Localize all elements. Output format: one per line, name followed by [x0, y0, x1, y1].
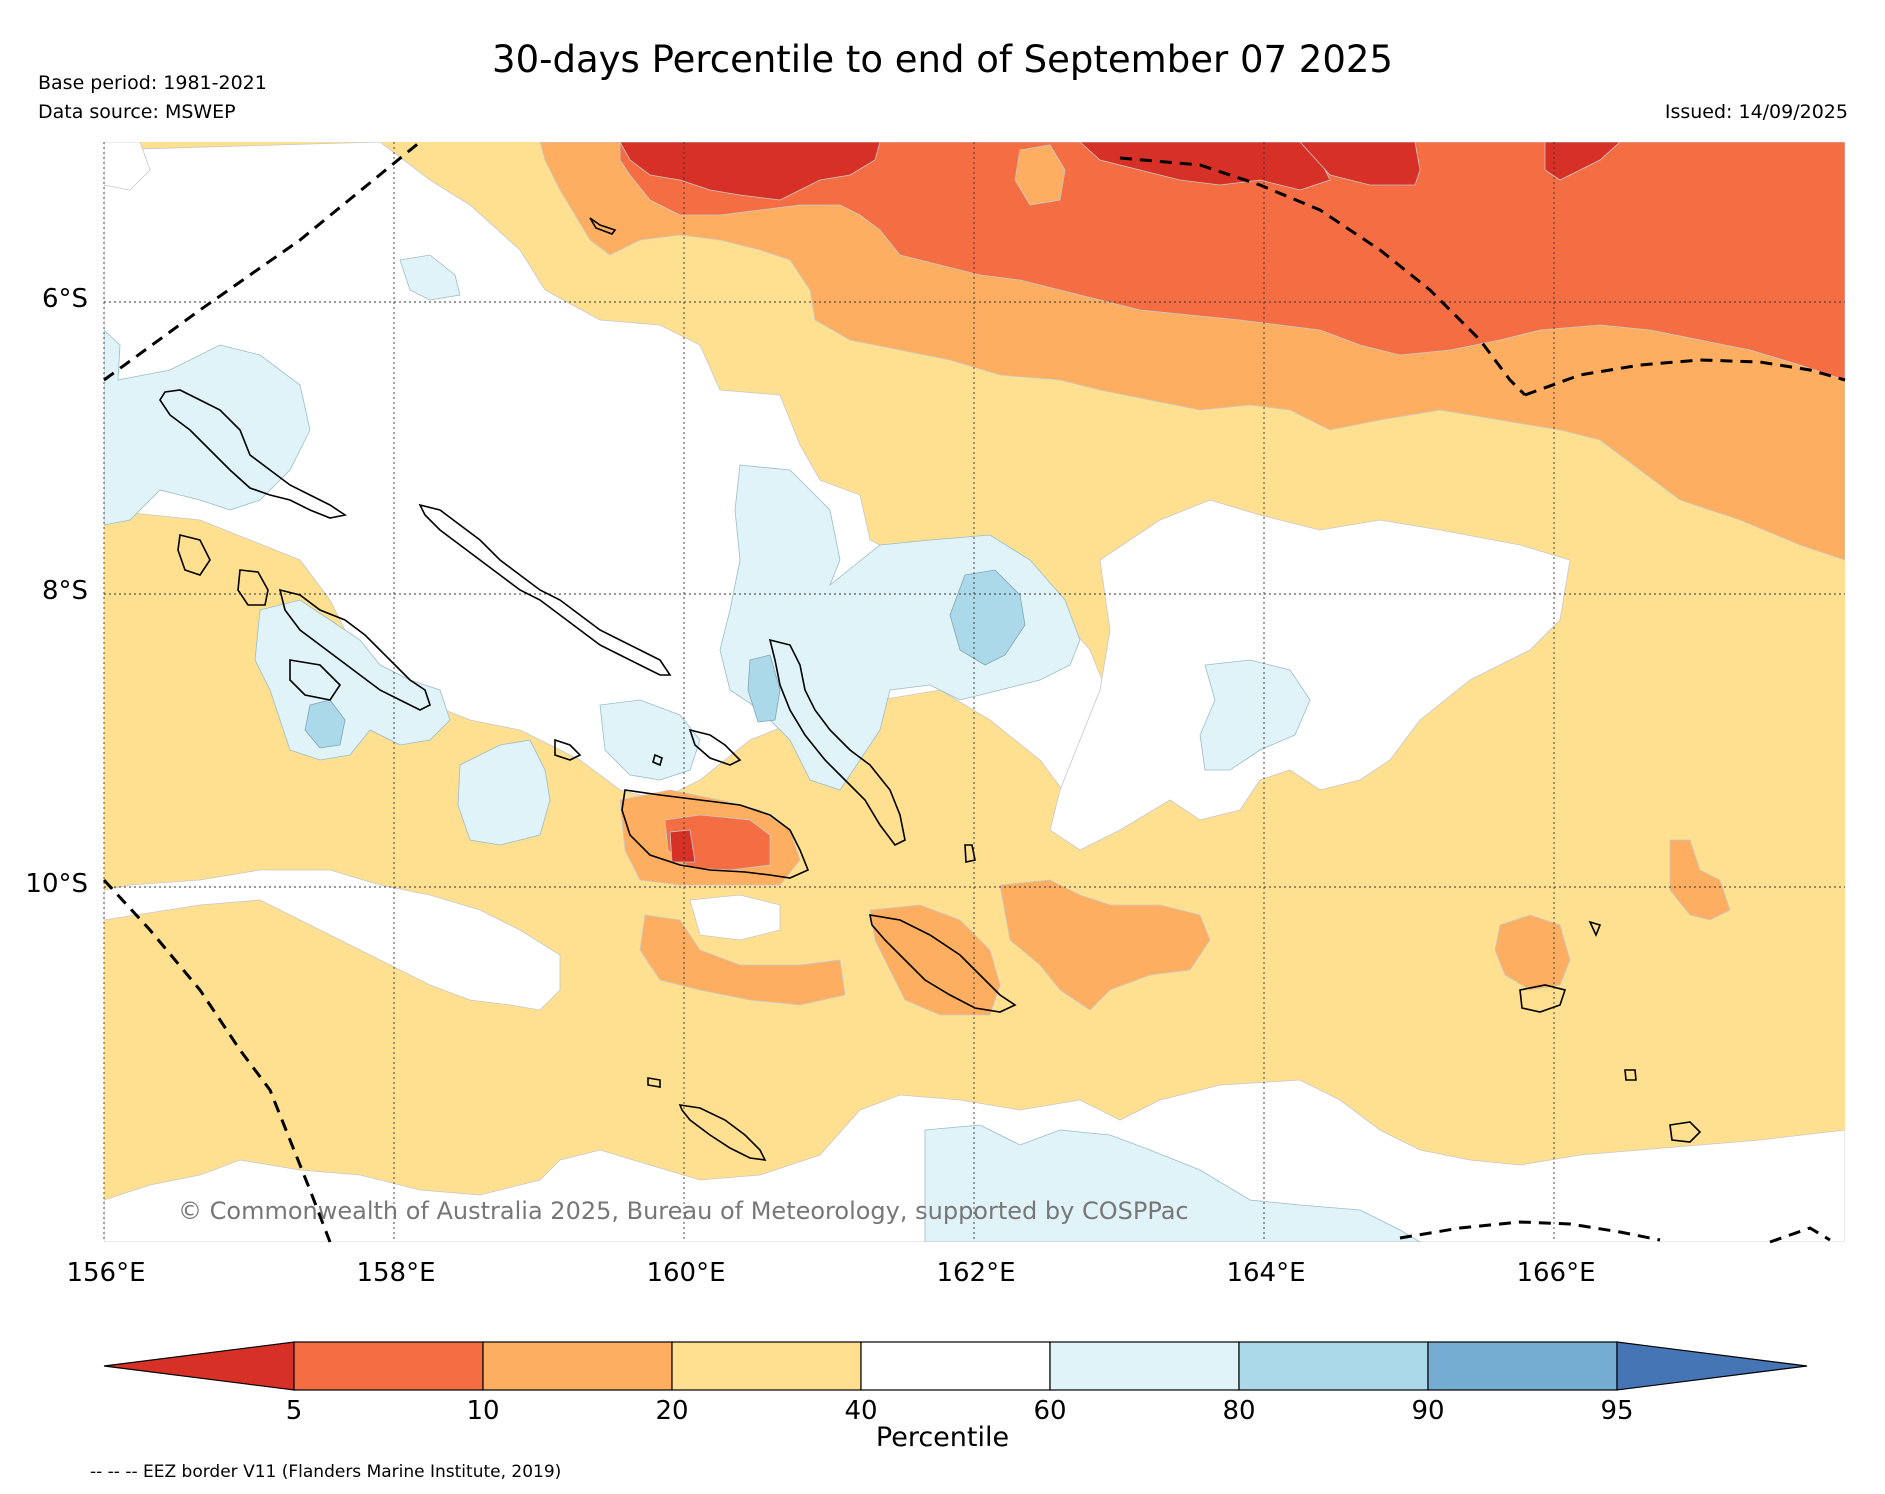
lon-label-166e: 166°E [1516, 1258, 1596, 1288]
issued-date-label: Issued: 14/09/2025 [1664, 101, 1848, 123]
island-coastlines [159, 217, 1702, 1161]
region-60-80-solomon-west [254, 599, 451, 761]
rendova-outline [289, 659, 342, 701]
map-gridlines [103, 142, 1845, 1242]
region-80-90-isabel [747, 654, 781, 723]
ontong-java-outline [589, 217, 617, 235]
colorbar-5-10 [293, 1341, 484, 1391]
base-period-label: Base period: 1981-2021 [38, 72, 267, 94]
russell-islands-outline [554, 738, 582, 761]
region-40-60-east [1049, 499, 1571, 851]
new-georgia-outline [278, 588, 431, 711]
duff-islands-outline [1588, 920, 1602, 938]
region-60-80-central [719, 464, 1081, 791]
ulawa-outline [964, 844, 976, 863]
colorbar-below-5 [103, 1341, 295, 1391]
vanikoro-outline [1669, 1121, 1702, 1143]
bellona-outline [647, 1077, 661, 1088]
colorbar-tick-40: 40 [844, 1396, 878, 1426]
colorbar-tick-5: 5 [285, 1396, 303, 1426]
colorbar-tick-80: 80 [1222, 1396, 1256, 1426]
region-10-20-east [1494, 914, 1571, 991]
guadalcanal-outline [621, 789, 810, 879]
map-plot-area [104, 142, 1845, 1242]
data-source-label: Data source: MSWEP [38, 101, 236, 123]
region-80-90-central [949, 569, 1026, 666]
region-below-5-guadalcanal [669, 829, 696, 863]
lon-label-162e: 162°E [936, 1258, 1016, 1288]
region-below-5-far-east [1544, 142, 1621, 181]
colorbar-60-80 [1049, 1341, 1240, 1391]
region-below-5-north-west [619, 142, 881, 201]
colorbar [103, 1341, 1808, 1391]
colorbar-tick-20: 20 [655, 1396, 689, 1426]
region-below-5-north-east [1299, 142, 1421, 186]
lon-label-156e: 156°E [66, 1258, 146, 1288]
region-60-80-sw [457, 739, 551, 846]
lon-label-158e: 158°E [356, 1258, 436, 1288]
region-60-80-nw-spot [399, 254, 461, 301]
utupua-outline [1624, 1069, 1637, 1081]
santa-cruz-outline [1519, 984, 1567, 1013]
malaita-outline [768, 638, 906, 847]
colorbar-above-95 [1616, 1341, 1808, 1391]
eez-border-note: -- -- -- EEZ border V11 (Flanders Marine… [90, 1462, 562, 1482]
lon-label-164e: 164°E [1226, 1258, 1306, 1288]
choiseul-island-outline [159, 389, 348, 519]
region-10-20-makira [869, 904, 1001, 1016]
region-60-80-east [1199, 659, 1311, 771]
colorbar-tick-10: 10 [466, 1396, 500, 1426]
region-10-20-central-south [999, 879, 1211, 1011]
region-10-20-malaita-s [639, 914, 846, 1006]
rennell-outline [678, 1104, 767, 1161]
lat-label-8s: 8°S [41, 576, 88, 606]
colorbar-tick-95: 95 [1600, 1396, 1634, 1426]
savo-outline [652, 753, 663, 767]
region-40-60-west-strip [104, 142, 151, 191]
colorbar-tick-60: 60 [1033, 1396, 1067, 1426]
colorbar-tick-90: 90 [1411, 1396, 1445, 1426]
region-60-80-shortland [599, 699, 701, 781]
region-10-20-north-blob [1014, 144, 1066, 206]
eez-borders [102, 140, 1846, 1244]
lat-label-6s: 6°S [41, 284, 88, 314]
copyright-notice: © Commonwealth of Australia 2025, Bureau… [178, 1197, 1189, 1225]
region-10-20-east-2 [1669, 839, 1731, 921]
lon-label-160e: 160°E [646, 1258, 726, 1288]
region-60-80-west [104, 329, 311, 526]
vella-lavella-outline [237, 569, 269, 606]
florida-islands-outline [688, 728, 742, 766]
colorbar-90-95 [1427, 1341, 1618, 1391]
lat-label-10s: 10°S [25, 869, 88, 899]
ranongga-outline [177, 534, 211, 576]
region-40-60-southwest [104, 869, 561, 1011]
region-5-10-north [619, 142, 1845, 381]
santa-isabel-outline [418, 503, 672, 676]
colorbar-80-90 [1238, 1341, 1429, 1391]
colorbar-40-60 [860, 1341, 1051, 1391]
colorbar-label: Percentile [875, 1422, 1010, 1453]
region-60-80-south [924, 1124, 1421, 1242]
colorbar-20-40 [671, 1341, 862, 1391]
region-40-60-mid [689, 894, 781, 941]
page-title: 30-days Percentile to end of September 0… [492, 38, 1393, 81]
colorbar-10-20 [482, 1341, 673, 1391]
makira-outline [868, 914, 1017, 1013]
